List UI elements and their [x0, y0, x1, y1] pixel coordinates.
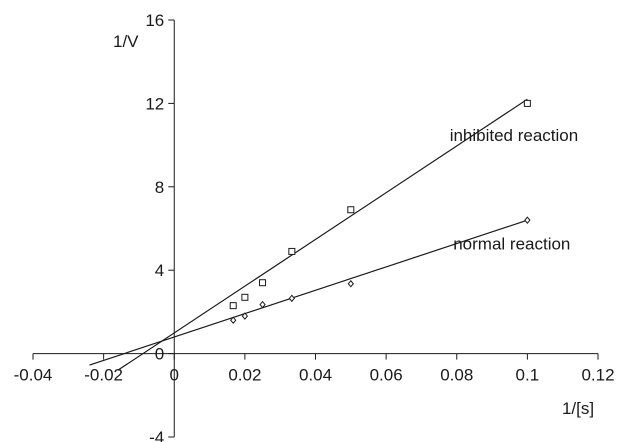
- x-tick-label: 0.04: [299, 366, 332, 385]
- x-tick-label: -0.04: [14, 366, 53, 385]
- x-tick-label: 0.1: [516, 366, 540, 385]
- data-markers: [229, 99, 531, 325]
- inhibited-reaction-point: [347, 206, 355, 214]
- x-axis-title: 1/[s]: [562, 399, 594, 418]
- normal-reaction-point: [524, 216, 531, 224]
- normal-reaction-point: [241, 312, 249, 320]
- normal-reaction-point: [259, 300, 266, 309]
- tick-labels: -0.04 -0.02 0 0.02 0.04 0.06 0.08 0.1 0.12 -4 0 4 8 1…: [14, 11, 615, 442]
- normal-reaction-point: [288, 294, 295, 303]
- y-tick-label: 4: [155, 261, 164, 280]
- y-tick-label: 12: [145, 94, 164, 113]
- inhibited-reaction-point: [288, 247, 296, 255]
- y-tick-label: 0: [155, 345, 164, 364]
- x-tick-label: 0.06: [370, 366, 403, 385]
- normal-reaction-fit-line: [89, 219, 528, 366]
- x-tick-label: 0.08: [440, 366, 473, 385]
- y-tick-label: 8: [155, 178, 164, 197]
- x-tick-label: 0: [170, 366, 179, 385]
- inhibited-reaction-point: [229, 302, 237, 310]
- inhibited-reaction-point: [523, 99, 531, 107]
- x-tick-label: 0.02: [228, 366, 261, 385]
- series-annotation: normal reaction: [453, 234, 570, 253]
- fit-lines: [89, 98, 528, 371]
- axes: [32, 19, 599, 438]
- series-annotation: inhibited reaction: [450, 126, 579, 145]
- normal-reaction-point: [347, 279, 354, 288]
- y-axis-title: 1/V: [113, 32, 139, 51]
- x-tick-label: -0.02: [84, 366, 123, 385]
- inhibited-reaction-point: [241, 293, 249, 301]
- normal-reaction-point: [230, 316, 237, 325]
- inhibited-reaction-point: [259, 279, 267, 287]
- inhibited-reaction-fit-line: [117, 98, 528, 371]
- x-tick-label: 0.12: [581, 366, 614, 385]
- annotations: inhibited reaction normal reaction: [450, 126, 579, 253]
- y-tick-label: 16: [145, 11, 164, 30]
- y-tick-label: -4: [149, 428, 164, 442]
